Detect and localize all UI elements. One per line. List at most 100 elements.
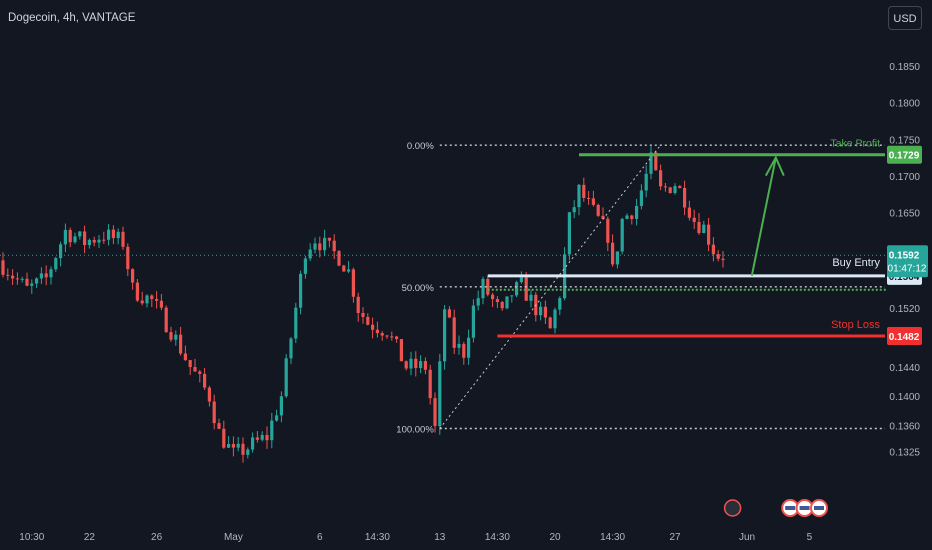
candle-down [222, 428, 226, 448]
x-tick-label: 10:30 [19, 532, 44, 543]
y-tick-label: 0.1360 [889, 422, 920, 433]
candle-down [404, 361, 408, 369]
fib-level-label: 50.00% [402, 283, 435, 294]
candle-up [644, 173, 648, 191]
candle-down [111, 229, 115, 239]
candle-down [150, 295, 154, 300]
flag-stripe-icon [799, 506, 810, 510]
candle-down [678, 186, 682, 189]
y-tick-label: 0.1750 [889, 135, 920, 146]
y-tick-label: 0.1325 [889, 447, 920, 458]
flag-stripe-icon [814, 506, 824, 510]
candle-down [380, 333, 384, 336]
candle-down [654, 152, 658, 171]
candle-up [649, 152, 653, 174]
candle-down [135, 282, 139, 301]
candle-down [692, 217, 696, 222]
candle-up [246, 449, 250, 455]
candle-down [121, 231, 125, 247]
fib-level-label: 0.00% [407, 141, 434, 152]
candle-up [63, 229, 67, 245]
y-tick-label: 0.1400 [889, 392, 920, 403]
candle-up [49, 269, 53, 278]
take-profit-tag-text: 0.1729 [889, 151, 920, 162]
candle-up [443, 309, 447, 362]
candle-up [270, 420, 274, 441]
candle-down [159, 300, 163, 308]
candle-up [409, 358, 413, 369]
y-tick-label: 0.1440 [889, 363, 920, 374]
candle-down [25, 278, 29, 286]
candle-up [97, 239, 101, 243]
candle-down [318, 243, 322, 251]
candle-down [630, 215, 634, 219]
candle-up [279, 396, 283, 416]
candle-down [611, 242, 615, 265]
candle-up [116, 231, 120, 239]
candle-down [596, 204, 600, 216]
candle-up [236, 443, 240, 448]
x-tick-label: 26 [151, 532, 163, 543]
dividend-event-icon [723, 499, 742, 517]
candle-up [639, 190, 643, 206]
candle-down [92, 239, 96, 243]
candle-up [299, 273, 303, 308]
candle-down [68, 229, 72, 243]
candle-down [126, 246, 130, 270]
x-tick-label: Jun [739, 532, 755, 543]
candle-down [342, 265, 346, 272]
candle-down [659, 170, 663, 187]
stop-loss-label: Stop Loss [831, 319, 880, 331]
currency-button[interactable]: USD [888, 6, 922, 30]
candle-down [327, 237, 331, 241]
candle-up [438, 361, 442, 427]
candle-down [707, 224, 711, 245]
candle-down [337, 251, 341, 266]
candle-up [467, 337, 471, 358]
candle-down [587, 198, 591, 200]
candle-up [419, 361, 423, 369]
candle-up [73, 236, 77, 243]
candle-up [577, 184, 581, 208]
candle-down [500, 301, 504, 309]
candle-up [702, 224, 706, 234]
candle-up [78, 231, 82, 237]
candle-down [102, 239, 106, 241]
target-arrow-head [764, 155, 785, 177]
candle-up [620, 218, 624, 252]
countdown-text: 01:47:12 [888, 263, 927, 274]
y-tick-label: 0.1520 [889, 304, 920, 315]
candle-down [428, 369, 432, 399]
candle-down [668, 187, 672, 194]
y-tick-label: 0.1850 [889, 62, 920, 73]
candle-down [198, 371, 202, 374]
candle-up [227, 443, 231, 448]
candle-up [313, 243, 317, 250]
candle-down [265, 435, 269, 441]
x-tick-label: 6 [317, 532, 323, 543]
candles-group [1, 146, 725, 463]
candle-down [356, 296, 360, 314]
x-tick-label: May [224, 532, 243, 543]
candle-up [519, 277, 523, 283]
x-tick-label: 14:30 [365, 532, 390, 543]
candle-up [30, 283, 34, 286]
candle-up [572, 207, 576, 213]
candle-up [303, 258, 307, 274]
candle-down [371, 324, 375, 330]
candle-up [294, 307, 298, 339]
candle-down [332, 240, 336, 252]
current-price-text: 0.1592 [889, 250, 920, 261]
candle-down [179, 334, 183, 354]
y-tick-label: 0.1650 [889, 209, 920, 220]
y-tick-label: 0.1700 [889, 172, 920, 183]
candle-down [193, 367, 197, 372]
candle-down [683, 188, 687, 208]
candle-down [241, 443, 245, 455]
candle-down [486, 278, 490, 295]
stop-loss-tag-text: 0.1482 [889, 332, 920, 343]
buy-entry-label: Buy Entry [832, 257, 880, 269]
candle-up [308, 249, 312, 259]
